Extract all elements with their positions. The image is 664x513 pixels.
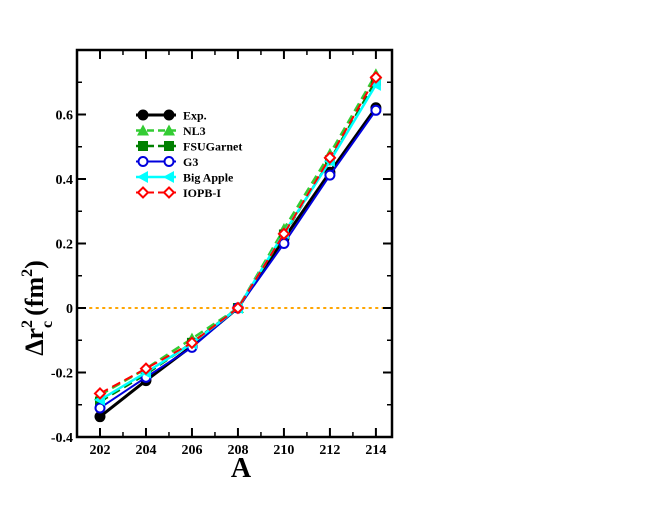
y-tick-label: 0.4 [56,173,74,188]
data-point-big-apple [369,78,381,91]
series-iopb-i [93,70,383,400]
data-point-iopb-i [185,336,199,350]
legend-item-nl3: NL3 [136,124,206,138]
y-axis-title-superscript: 2 [19,320,36,328]
legend-swatch-marker [137,156,149,167]
legend-swatch-marker [163,109,175,121]
x-tick-label: 202 [89,443,110,458]
x-axis-title: A [231,453,252,484]
legend-swatch-marker [137,124,149,136]
legend-swatch-marker [162,186,176,199]
legend-label: NL3 [183,124,206,138]
legend-label: Exp. [183,109,207,123]
plot-frame [75,48,394,439]
data-point-iopb-i [323,151,337,165]
y-tick-label: 0 [66,302,73,317]
legend-label: FSUGarnet [183,140,242,154]
data-point-g3 [324,169,336,181]
legend-item-exp: Exp. [136,109,207,123]
y-tick-label: 0.2 [56,238,74,253]
x-tick-label: 206 [181,443,202,458]
legend-item-g3: G3 [136,155,198,169]
legend-label: G3 [183,155,198,169]
series-layer [93,68,383,423]
data-point-g3 [370,104,382,116]
x-tick-label: 208 [227,443,248,458]
legend-swatch-marker [163,156,175,167]
y-tick-label: -0.4 [51,431,73,446]
legend-label: IOPB-I [183,186,221,200]
y-axis-title-unit: (fm [20,277,49,316]
series-big-apple [93,78,381,406]
data-point-iopb-i [93,387,107,400]
legend-swatch-marker [164,141,174,151]
y-tick-label: 0.6 [56,109,74,124]
legend-swatch-marker [138,141,148,151]
data-point-iopb-i [277,227,291,241]
legend-label: Big Apple [183,171,234,185]
data-point-iopb-i [231,301,245,315]
data-point-iopb-i [369,70,383,84]
y-axis-title-unit-close: ) [20,260,49,269]
legend-swatch-marker [137,109,149,121]
y-tick-label: -0.2 [51,367,73,382]
legend-item-big-apple: Big Apple [136,171,234,185]
legend-item-iopb-i: IOPB-I [136,186,221,200]
y-axis-title-subscript: c [39,321,56,328]
data-point-g3 [94,402,106,414]
data-point-iopb-i [139,362,153,376]
tick-layer: 202 204 206 208 210 212 214 -0.4 -0.2 0 0.2 0.4 0.6 [51,50,392,458]
series-line-iopb-i [99,76,377,395]
y-axis-title: Δr2 c(fm2) [19,260,56,356]
legend-item-fsugarnet: FSUGarnet [136,140,242,154]
y-axis-title-unit-superscript: 2 [19,269,36,277]
x-tick-label: 204 [135,443,156,458]
series-fsugarnet [94,75,381,407]
legend-swatch-marker [136,186,150,199]
x-tick-label: 214 [365,443,386,458]
series-line-nl3 [99,73,377,397]
series-nl3 [93,68,382,401]
legend-swatch-marker [137,171,148,183]
y-axis-title-main: Δr [20,328,49,356]
legend-swatch-marker [163,171,174,183]
legend-swatch-marker [163,124,175,136]
x-tick-label: 212 [319,443,340,458]
x-tick-label: 210 [273,443,294,458]
